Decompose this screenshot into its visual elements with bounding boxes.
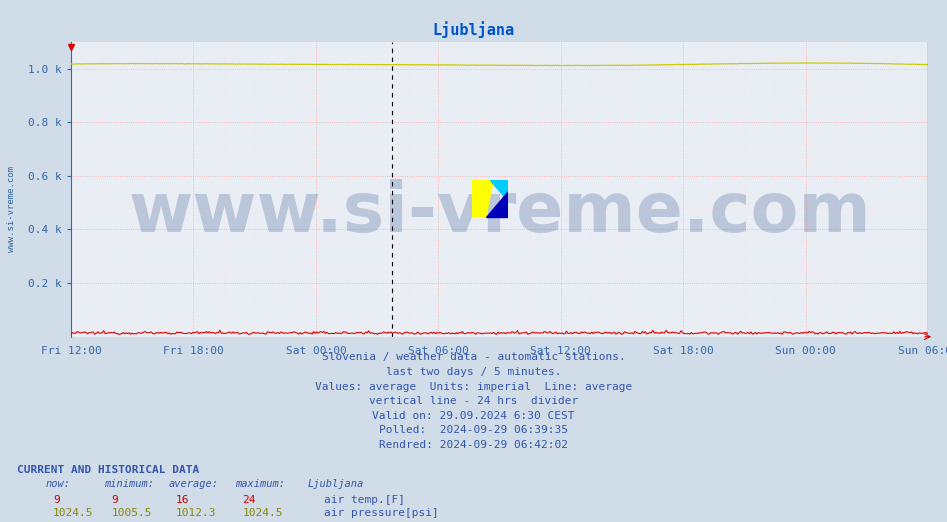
Polygon shape	[486, 191, 508, 217]
Text: 9: 9	[53, 495, 60, 505]
Polygon shape	[490, 180, 508, 201]
Text: www.si-vreme.com: www.si-vreme.com	[128, 180, 871, 246]
Text: average:: average:	[169, 479, 219, 489]
Text: now:: now:	[45, 479, 70, 489]
Text: 1024.5: 1024.5	[53, 508, 94, 518]
Text: 1005.5: 1005.5	[112, 508, 152, 518]
Text: last two days / 5 minutes.: last two days / 5 minutes.	[385, 367, 562, 377]
Text: minimum:: minimum:	[104, 479, 154, 489]
Text: Slovenia / weather data - automatic stations.: Slovenia / weather data - automatic stat…	[322, 352, 625, 362]
Text: 24: 24	[242, 495, 256, 505]
Text: Polled:  2024-09-29 06:39:35: Polled: 2024-09-29 06:39:35	[379, 425, 568, 435]
Text: 1024.5: 1024.5	[242, 508, 283, 518]
Text: Values: average  Units: imperial  Line: average: Values: average Units: imperial Line: av…	[314, 382, 633, 392]
Text: 1012.3: 1012.3	[176, 508, 217, 518]
Text: Ljubljana: Ljubljana	[308, 479, 364, 489]
Text: air pressure[psi]: air pressure[psi]	[324, 508, 438, 518]
Text: CURRENT AND HISTORICAL DATA: CURRENT AND HISTORICAL DATA	[17, 465, 199, 474]
Text: Ljubljana: Ljubljana	[433, 21, 514, 38]
Text: Rendred: 2024-09-29 06:42:02: Rendred: 2024-09-29 06:42:02	[379, 440, 568, 450]
Text: Valid on: 29.09.2024 6:30 CEST: Valid on: 29.09.2024 6:30 CEST	[372, 411, 575, 421]
Text: 9: 9	[112, 495, 118, 505]
Text: 16: 16	[176, 495, 189, 505]
Text: vertical line - 24 hrs  divider: vertical line - 24 hrs divider	[369, 396, 578, 406]
Text: maximum:: maximum:	[235, 479, 285, 489]
Text: air temp.[F]: air temp.[F]	[324, 495, 405, 505]
Polygon shape	[472, 180, 493, 217]
Text: www.si-vreme.com: www.si-vreme.com	[7, 166, 16, 252]
